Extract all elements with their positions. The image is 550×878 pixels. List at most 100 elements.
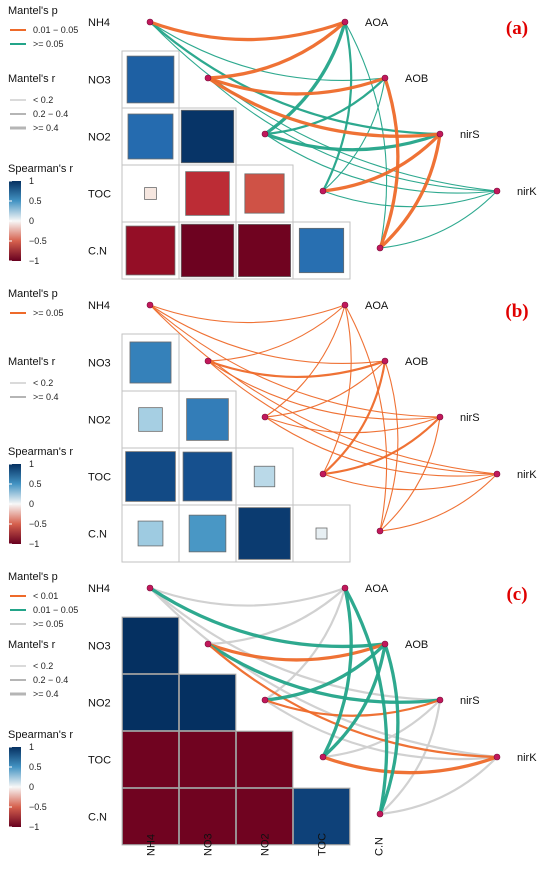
- mantel-link: [263, 76, 387, 136]
- mantel-link: [207, 360, 498, 475]
- corr-square: [186, 398, 229, 441]
- target-node: [436, 696, 444, 704]
- mantel-link: [148, 586, 347, 607]
- mantel-link: [264, 133, 498, 194]
- panel-a: Mantel's p 0.01 − 0.05 >= 0.05 Mantel's r < …: [8, 5, 537, 280]
- target-label: AOB: [405, 73, 428, 85]
- mantel-link: [321, 359, 387, 476]
- colorbar-tick-label: 0: [29, 499, 34, 509]
- row-label: NO3: [88, 75, 111, 87]
- target-label: nirK: [517, 469, 537, 481]
- target-node: [341, 301, 349, 309]
- colorbar-tick-label: 0.5: [29, 196, 42, 206]
- mantel-link: [343, 586, 389, 816]
- mantel-link: [378, 698, 442, 816]
- corr-square: [138, 407, 163, 432]
- mantel-link: [321, 132, 442, 193]
- target-node: [381, 357, 389, 365]
- panel-c: Mantel's p < 0.01 0.01 − 0.05 >= 0.05 Mantel…: [8, 571, 537, 846]
- variable-node: [261, 413, 269, 421]
- legend-r-label: < 0.2: [33, 378, 53, 388]
- column-label: NO3: [203, 833, 215, 856]
- row-label: NO2: [88, 415, 111, 427]
- column-label: NO2: [260, 833, 272, 856]
- variable-node: [376, 527, 384, 535]
- variable-node: [319, 187, 327, 195]
- panel-b: Mantel's p >= 0.05 Mantel's r < 0.2 >= 0.4 Sp…: [8, 288, 537, 563]
- mantel-link: [206, 359, 387, 379]
- target-node: [493, 753, 501, 761]
- mantel-link: [378, 132, 442, 250]
- colorbar-tick-label: −0.5: [29, 236, 47, 246]
- colorbar-tick-label: 0.5: [29, 762, 42, 772]
- corr-square: [179, 788, 236, 845]
- mantel-link: [263, 586, 347, 702]
- row-label: TOC: [88, 189, 111, 201]
- mantel-link: [149, 304, 441, 418]
- variable-node: [204, 74, 212, 82]
- mantel-link: [206, 642, 499, 759]
- panel-tag: (c): [506, 584, 527, 605]
- mantel-link: [207, 304, 346, 362]
- mantel-link: [149, 21, 498, 192]
- target-label: nirS: [460, 695, 480, 707]
- mantel-link: [344, 21, 388, 249]
- colorbar-tick-label: 0: [29, 216, 34, 226]
- corr-square: [180, 109, 235, 164]
- mantel-link: [322, 473, 498, 491]
- row-label: NO2: [88, 698, 111, 710]
- mantel-link: [378, 755, 499, 816]
- target-node: [436, 130, 444, 138]
- column-label: C.N: [374, 837, 386, 856]
- mantel-link: [321, 20, 353, 193]
- target-label: nirK: [517, 752, 537, 764]
- legend-r-title: Mantel's r: [8, 73, 56, 85]
- corr-square: [126, 55, 175, 104]
- target-node: [436, 413, 444, 421]
- corr-square: [137, 520, 164, 547]
- column-label: NH4: [146, 834, 158, 856]
- colorbar-tick-label: 1: [29, 459, 34, 469]
- variable-node: [261, 696, 269, 704]
- mantel-link: [321, 755, 499, 775]
- mantel-link: [321, 586, 353, 759]
- mantel-link: [379, 473, 498, 532]
- corr-square: [236, 788, 293, 845]
- variable-node: [376, 244, 384, 252]
- legend-p-title: Mantel's p: [8, 5, 58, 17]
- legend-p-label: >= 0.05: [33, 39, 64, 49]
- variable-node: [146, 584, 154, 592]
- legend-r-label: 0.2 − 0.4: [33, 675, 68, 685]
- row-label: C.N: [88, 529, 107, 541]
- corr-square: [122, 674, 179, 731]
- legend-r-label: >= 0.4: [33, 689, 59, 699]
- corr-square: [179, 674, 236, 731]
- row-label: C.N: [88, 246, 107, 258]
- corr-square: [144, 187, 157, 200]
- target-label: AOB: [405, 356, 428, 368]
- corr-square: [238, 507, 291, 560]
- variable-node: [319, 753, 327, 761]
- mantel-link: [379, 190, 498, 249]
- mantel-link: [149, 304, 386, 364]
- mantel-link: [263, 132, 442, 152]
- corr-square: [129, 341, 172, 384]
- legend-p-label: 0.01 − 0.05: [33, 605, 78, 615]
- colorbar-tick-label: 1: [29, 742, 34, 752]
- corr-square: [179, 731, 236, 788]
- colorbar-tick-label: −0.5: [29, 802, 47, 812]
- mantel-link: [322, 77, 386, 192]
- mantel-link: [263, 698, 442, 717]
- corr-square: [298, 227, 345, 274]
- mantel-link: [263, 20, 347, 136]
- target-node: [341, 584, 349, 592]
- mantel-link: [322, 304, 352, 475]
- mantel-link: [206, 586, 347, 646]
- mantel-link: [378, 76, 400, 250]
- legend-r-label: < 0.2: [33, 95, 53, 105]
- legend-r-label: >= 0.4: [33, 123, 59, 133]
- spearman-title: Spearman's r: [8, 446, 73, 458]
- legend-p-label: 0.01 − 0.05: [33, 25, 78, 35]
- corr-square: [238, 224, 291, 277]
